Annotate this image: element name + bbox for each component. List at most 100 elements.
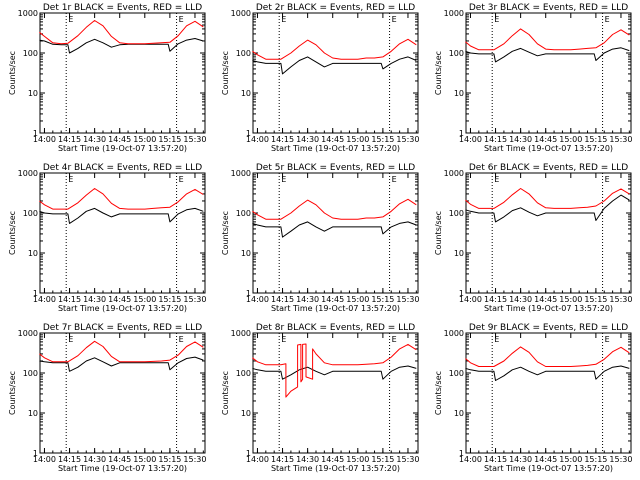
x-tick-label: 14:45 — [321, 135, 344, 144]
y-tick-label: 10 — [241, 249, 251, 258]
x-tick-label: 14:30 — [83, 135, 106, 144]
series-line-events — [39, 38, 204, 54]
detector-panel-5: Det 5r BLACK = Events, RED = LLD 1 10 100 10… — [221, 163, 419, 313]
x-tick-label: 15:00 — [133, 455, 156, 464]
y-tick-label: 10 — [28, 89, 38, 98]
series-line-lld — [252, 343, 417, 398]
y-tick-label: 1000 — [18, 9, 38, 18]
y-tick-label: 100 — [23, 209, 38, 218]
y-axis-label: Counts/sec — [221, 371, 230, 415]
x-tick-label: 14:00 — [33, 455, 56, 464]
series-line-lld — [465, 346, 630, 367]
series-line-events — [39, 356, 204, 372]
series-line-events — [465, 194, 630, 223]
x-tick-label: 14:15 — [58, 455, 81, 464]
x-axis-label: Start Time (19-Oct-07 13:57:20) — [58, 144, 187, 153]
x-tick-label: 14:15 — [58, 135, 81, 144]
x-axis-label: Start Time (19-Oct-07 13:57:20) — [271, 144, 400, 153]
y-tick-label: 100 — [449, 369, 464, 378]
x-tick-label: 14:30 — [296, 455, 319, 464]
y-axis-label: Counts/sec — [434, 51, 443, 95]
y-tick-label: 1000 — [231, 9, 251, 18]
x-tick-label: 15:00 — [133, 295, 156, 304]
x-tick-label: 15:00 — [559, 135, 582, 144]
y-tick-label: 100 — [236, 369, 251, 378]
series-line-events — [465, 47, 630, 63]
y-tick-label: 1000 — [231, 329, 251, 338]
series-line-events — [252, 365, 417, 380]
event-marker-label: E — [494, 15, 499, 24]
detector-panel-6: Det 6r BLACK = Events, RED = LLD 1 10 100 10… — [434, 163, 632, 313]
series-line-lld — [465, 188, 630, 209]
x-tick-label: 14:30 — [509, 135, 532, 144]
x-tick-label: 14:00 — [246, 455, 269, 464]
panel-title: Det 6r BLACK = Events, RED = LLD — [469, 163, 628, 173]
y-tick-label: 100 — [449, 49, 464, 58]
y-tick-label: 1 — [459, 289, 464, 298]
x-axis-label: Start Time (19-Oct-07 13:57:20) — [58, 304, 187, 313]
x-tick-label: 14:30 — [296, 295, 319, 304]
event-marker-label: E — [281, 335, 286, 344]
y-axis-label: Counts/sec — [434, 211, 443, 255]
y-tick-label: 1 — [33, 449, 38, 458]
x-tick-label: 15:15 — [371, 295, 394, 304]
plot-frame — [39, 332, 206, 454]
plot-frame — [252, 332, 419, 454]
x-tick-label: 14:45 — [321, 295, 344, 304]
y-axis-label: Counts/sec — [8, 371, 17, 415]
detector-panel-3: Det 3r BLACK = Events, RED = LLD 1 10 100 10… — [434, 3, 632, 153]
plot-frame — [465, 172, 632, 294]
x-tick-label: 14:00 — [459, 135, 482, 144]
y-tick-label: 1000 — [18, 329, 38, 338]
x-tick-label: 14:45 — [108, 455, 131, 464]
plot-frame — [39, 172, 206, 294]
event-marker-label: E — [68, 15, 73, 24]
event-marker-label: E — [68, 335, 73, 344]
x-tick-label: 14:00 — [459, 295, 482, 304]
y-tick-label: 100 — [23, 49, 38, 58]
x-tick-label: 15:00 — [133, 135, 156, 144]
x-tick-label: 14:15 — [58, 295, 81, 304]
x-tick-label: 14:30 — [509, 295, 532, 304]
x-tick-label: 15:00 — [559, 295, 582, 304]
panel-title: Det 1r BLACK = Events, RED = LLD — [43, 3, 202, 13]
x-tick-label: 14:15 — [271, 135, 294, 144]
y-tick-label: 1000 — [444, 169, 464, 178]
series-line-lld — [39, 20, 204, 45]
plot-frame — [252, 172, 419, 294]
y-tick-label: 1000 — [231, 169, 251, 178]
x-tick-label: 15:30 — [609, 295, 632, 304]
y-tick-label: 100 — [23, 369, 38, 378]
detector-panel-2: Det 2r BLACK = Events, RED = LLD 1 10 100 10… — [221, 3, 419, 153]
x-tick-label: 15:15 — [371, 455, 394, 464]
y-tick-label: 10 — [454, 409, 464, 418]
y-tick-label: 1 — [459, 449, 464, 458]
x-tick-label: 14:45 — [534, 295, 557, 304]
x-axis-label: Start Time (19-Oct-07 13:57:20) — [271, 464, 400, 473]
x-tick-label: 14:45 — [534, 135, 557, 144]
x-tick-label: 15:00 — [346, 455, 369, 464]
series-line-lld — [465, 28, 630, 51]
detector-panel-1: Det 1r BLACK = Events, RED = LLD 1 10 100 10… — [8, 3, 206, 153]
series-line-lld — [252, 38, 417, 60]
x-tick-label: 15:30 — [183, 295, 206, 304]
event-marker-label: E — [179, 175, 184, 184]
y-tick-label: 100 — [449, 209, 464, 218]
event-marker-label: E — [392, 335, 397, 344]
event-marker-label: E — [494, 335, 499, 344]
x-tick-label: 14:00 — [246, 295, 269, 304]
x-tick-label: 14:30 — [509, 455, 532, 464]
x-tick-label: 14:15 — [271, 295, 294, 304]
x-tick-label: 14:30 — [296, 135, 319, 144]
x-tick-label: 15:30 — [396, 295, 419, 304]
y-tick-label: 100 — [236, 209, 251, 218]
x-tick-label: 15:00 — [346, 135, 369, 144]
panel-title: Det 9r BLACK = Events, RED = LLD — [469, 323, 628, 333]
y-tick-label: 100 — [236, 49, 251, 58]
x-tick-label: 14:30 — [83, 455, 106, 464]
x-tick-label: 15:30 — [183, 455, 206, 464]
event-marker-label: E — [392, 15, 397, 24]
detector-panel-4: Det 4r BLACK = Events, RED = LLD 1 10 100 10… — [8, 163, 206, 313]
x-axis-label: Start Time (19-Oct-07 13:57:20) — [58, 464, 187, 473]
